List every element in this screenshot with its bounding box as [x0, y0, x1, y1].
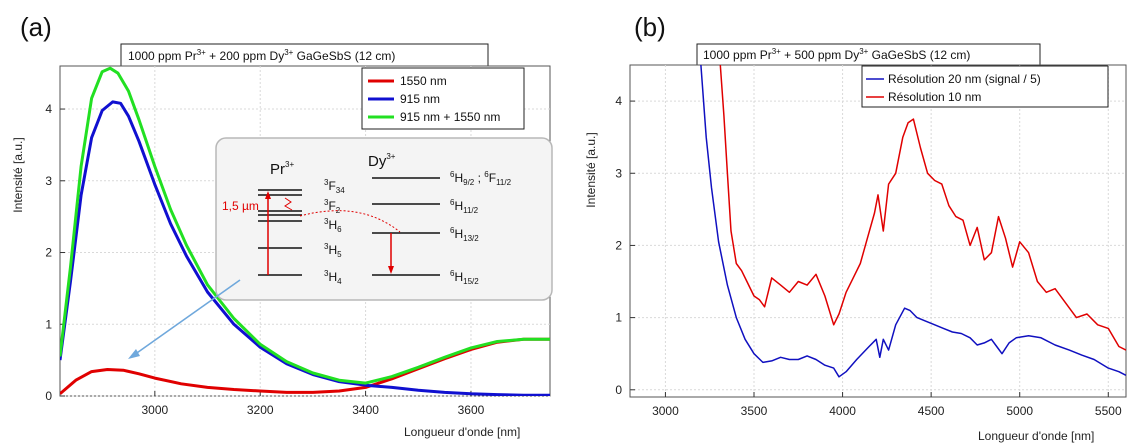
- pr-level-lines: [258, 189, 302, 276]
- y-tick-label: 3: [615, 166, 622, 180]
- svg-text:1000 ppm Pr3+ + 500 ppm Dy3+ G: 1000 ppm Pr3+ + 500 ppm Dy3+ GaGeSbS (12…: [703, 47, 970, 62]
- chart-title-a: 1000 ppm Pr3+ + 200 ppm Dy3+ GaGeSbS (12…: [120, 43, 489, 67]
- legend-label-1550: 1550 nm: [400, 74, 447, 88]
- chart-title-b: 1000 ppm Pr3+ + 500 ppm Dy3+ GaGeSbS (12…: [696, 43, 1041, 66]
- dy-label-6h112: 6H11/2: [450, 198, 479, 215]
- x-tick-label: 5000: [1006, 404, 1033, 418]
- x-tick-label: 4000: [829, 404, 856, 418]
- energy-transfer-curve: [299, 210, 401, 233]
- plot-area-b: [629, 64, 1127, 398]
- inset-pointer-arrowhead: [128, 349, 140, 359]
- y-tick-label: 2: [615, 238, 622, 252]
- series-group-a: [60, 66, 550, 396]
- x-axis-label-a: Longueur d'onde [nm]: [404, 425, 520, 439]
- legend-label-915: 915 nm: [400, 92, 440, 106]
- y-tick-label: 1: [615, 311, 622, 325]
- chart-panel-b: (b) 1000 ppm Pr3+ + 500 ppm Dy3+ GaGeSbS…: [584, 12, 1127, 443]
- y-tick-label: 2: [45, 246, 52, 260]
- dy-label-6h92: 6H9/2 ; 6F11/2: [450, 170, 512, 187]
- pr-relaxation-zigzag: [284, 197, 293, 211]
- pr-label-3f34: 3F34: [324, 178, 345, 195]
- x-axis-label-b: Longueur d'onde [nm]: [978, 429, 1094, 443]
- legend-a: 1550 nm 915 nm 915 nm + 1550 nm: [361, 67, 525, 130]
- y-axis-label-b: Intensité [a.u.]: [584, 132, 598, 207]
- pr-label-3h4: 3H4: [324, 269, 342, 286]
- svg-text:1000 ppm Pr3+ + 200 ppm Dy3+ G: 1000 ppm Pr3+ + 200 ppm Dy3+ GaGeSbS (12…: [128, 48, 395, 63]
- axis-ticks-b: 3000 3500 4000 4500 5000 5500 0 1 2 3 4: [615, 94, 1122, 418]
- y-tick-label: 1: [45, 317, 52, 331]
- series-group-b: [700, 65, 1126, 378]
- legend-label-both: 915 nm + 1550 nm: [400, 110, 500, 124]
- panel-label-a: (a): [20, 12, 52, 42]
- dy-label-6h152: 6H15/2: [450, 269, 479, 286]
- x-tick-label: 3500: [741, 404, 768, 418]
- dy-arrow-head: [388, 266, 394, 274]
- panel-label-b: (b): [634, 12, 666, 42]
- legend-b: Résolution 20 nm (signal / 5) Résolution…: [861, 65, 1109, 108]
- y-tick-label: 0: [615, 383, 622, 397]
- pr-arrow-head: [265, 191, 271, 199]
- y-axis-label-a: Intensité [a.u.]: [11, 137, 25, 212]
- series-line-b-0: [700, 65, 1126, 378]
- series-line-a-2: [60, 66, 550, 385]
- y-tick-label: 3: [45, 174, 52, 188]
- inset-header-pr: Pr3+: [270, 160, 294, 178]
- legend-label-20nm: Résolution 20 nm (signal / 5): [888, 72, 1041, 86]
- x-tick-label: 4500: [918, 404, 945, 418]
- x-tick-label: 3000: [141, 403, 168, 417]
- pr-label-3h5: 3H5: [324, 242, 342, 259]
- dy-level-lines: [372, 177, 440, 276]
- legend-label-10nm: Résolution 10 nm: [888, 90, 981, 104]
- dy-label-6h132: 6H13/2: [450, 226, 479, 243]
- x-tick-label: 5500: [1095, 404, 1122, 418]
- inset-header-dy: Dy3+: [368, 152, 396, 170]
- y-tick-label: 4: [615, 94, 622, 108]
- x-tick-label: 3000: [652, 404, 679, 418]
- x-tick-label: 3400: [352, 403, 379, 417]
- chart-panel-a: (a) 1000 ppm Pr3+ + 200 ppm Dy3+ GaGeSbS…: [11, 12, 553, 439]
- axis-ticks-a: 3000 3200 3400 3600 0 1 2 3 4: [45, 102, 484, 417]
- inset-pointer-arrow: [133, 279, 241, 356]
- series-line-a-1: [60, 100, 550, 396]
- pr-label-3h6: 3H6: [324, 217, 342, 234]
- y-tick-label: 4: [45, 102, 52, 116]
- transition-label: 1,5 µm: [222, 199, 259, 213]
- energy-level-inset: Pr3+ Dy3+ 3F34 3F2 3H6 3H5 3H4 1,5 µm: [215, 137, 553, 301]
- y-tick-label: 0: [45, 389, 52, 403]
- x-tick-label: 3600: [458, 403, 485, 417]
- x-tick-label: 3200: [247, 403, 274, 417]
- series-line-b-1: [719, 65, 1126, 351]
- pr-label-3f2: 3F2: [324, 198, 341, 215]
